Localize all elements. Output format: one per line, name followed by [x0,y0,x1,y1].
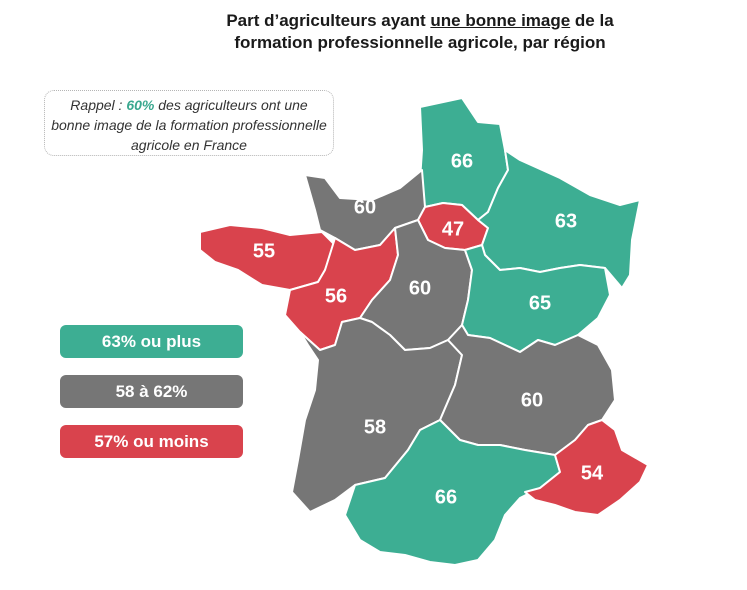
title-part-1: Part d’agriculteurs ayant [226,11,431,30]
label-bourgogne-franche-comte: 65 [529,292,551,314]
title-part-2: de la [570,11,614,30]
region-provence-alpes-cote-dazur [524,419,649,516]
reminder-box: Rappel : 60% des agriculteurs ont une bo… [44,90,334,156]
label-centre-val-de-loire: 60 [409,277,431,299]
legend-low: 57% ou moins [60,425,243,458]
label-hauts-de-france: 66 [451,150,473,172]
reminder-text: des agriculteurs ont une bonne image de … [51,97,327,153]
legend-mid: 58 à 62% [60,375,243,408]
label-normandie: 60 [354,196,376,218]
chart-title: Part d’agriculteurs ayant une bonne imag… [150,10,690,54]
reminder-percent: 60% [126,97,155,113]
reminder-prefix: Rappel : [70,97,127,113]
title-underlined: une bonne image [430,11,571,30]
label-ile-de-france: 47 [442,218,464,240]
label-nouvelle-aquitaine: 58 [364,416,386,438]
label-auvergne-rhone-alpes: 60 [521,389,543,411]
title-line-2: formation professionnelle agricole, par … [234,33,606,52]
legend-high: 63% ou plus [60,325,243,358]
label-occitanie: 66 [435,486,457,508]
label-pays-de-la-loire: 56 [325,285,347,307]
label-grand-est: 63 [555,210,577,232]
label-bretagne: 55 [253,240,275,262]
label-provence-alpes-cote-dazur: 54 [581,462,604,484]
